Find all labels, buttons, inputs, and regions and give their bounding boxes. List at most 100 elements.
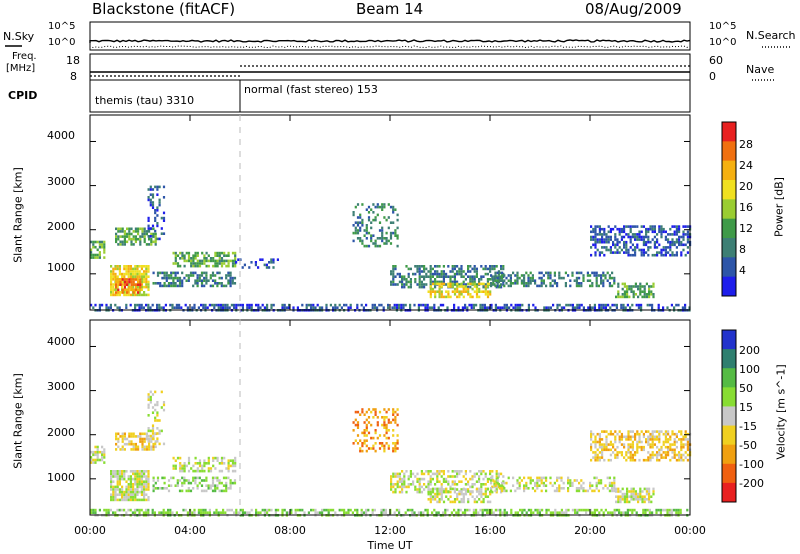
power-cell [216, 262, 219, 265]
velocity-cell [394, 442, 397, 445]
velocity-cell [192, 479, 195, 482]
power-cell [147, 265, 150, 268]
power-cell [112, 272, 115, 276]
velocity-cell [607, 432, 610, 436]
velocity-cell [394, 449, 397, 453]
velocity-cell [593, 489, 596, 493]
power-cell [438, 282, 441, 286]
nsearch-label: N.Search [746, 29, 796, 42]
velocity-cell [667, 445, 670, 449]
power-cell [615, 303, 618, 307]
power-cell [130, 237, 133, 241]
power-cell [156, 237, 159, 241]
power-cell [372, 234, 375, 237]
velocity-cell [495, 490, 498, 494]
velocity-cell [445, 480, 448, 483]
velocity-cell [110, 493, 113, 496]
velocity-cell [662, 508, 665, 512]
velocity-cell [567, 479, 570, 482]
power-cell [185, 279, 188, 282]
velocity-cell [235, 508, 238, 512]
velocity-cell [498, 484, 501, 487]
power-cell [607, 240, 610, 244]
power-cell [589, 284, 592, 288]
velocity-cell [194, 462, 197, 465]
velocity-cell [662, 440, 665, 444]
velocity-cell [214, 487, 217, 490]
power-cell [213, 306, 216, 309]
power-cell [449, 282, 452, 286]
power-cell [94, 256, 97, 259]
power-cell [658, 225, 661, 228]
power-cell [376, 306, 379, 309]
power-cell [154, 282, 157, 285]
velocity-cell [686, 438, 689, 441]
power-cell [414, 265, 417, 268]
power-cell [405, 265, 408, 268]
velocity-cell [446, 508, 449, 512]
power-cell [363, 234, 366, 237]
power-cell [222, 284, 226, 288]
velocity-cell [148, 448, 151, 451]
velocity-cell [636, 445, 639, 449]
power-cell [638, 235, 641, 239]
velocity-cell [592, 440, 595, 444]
power-cell [453, 306, 456, 309]
power-cell [482, 285, 485, 289]
power-cb-tick-16: 16 [739, 201, 753, 214]
velocity-cell [594, 440, 597, 444]
power-cell [204, 303, 207, 307]
power-cell [378, 244, 382, 248]
freq-label: Freq. [12, 51, 37, 62]
velocity-cell [648, 490, 651, 493]
power-cell [470, 306, 473, 309]
velocity-cell [198, 476, 201, 480]
power-cell [675, 251, 678, 254]
velocity-cell [227, 469, 230, 473]
velocity-cell [429, 470, 432, 473]
velocity-cell [500, 472, 503, 476]
velocity-cell [631, 443, 634, 446]
power-cell [490, 306, 493, 309]
power-cell [158, 201, 161, 204]
velocity-cell [394, 488, 397, 491]
power-cell [354, 221, 357, 224]
power-cell [445, 290, 448, 293]
power-cell [621, 295, 624, 299]
power-cell [611, 276, 614, 280]
power-cell [162, 185, 166, 189]
velocity-cell [387, 444, 390, 448]
power-cell [365, 208, 368, 211]
velocity-cell [158, 432, 161, 435]
power-cell [429, 285, 432, 288]
velocity-cell [434, 483, 437, 486]
power-cell [223, 259, 226, 263]
power-cell [502, 265, 505, 268]
velocity-cell [429, 477, 432, 481]
power-cell [390, 283, 393, 286]
power-cell [132, 278, 135, 281]
power-cell [488, 306, 491, 309]
power-cell [582, 306, 585, 309]
power-cell [161, 271, 164, 275]
velocity-cell [460, 490, 463, 493]
power-cell [620, 238, 623, 241]
velocity-cell [667, 438, 670, 441]
velocity-cell [669, 445, 672, 449]
power-cell [630, 287, 633, 291]
nsky-line [89, 39, 691, 43]
velocity-cell [385, 431, 388, 435]
power-cell [632, 290, 635, 293]
power-cell [205, 276, 208, 280]
power-cell [438, 293, 441, 296]
velocity-cell [642, 432, 645, 436]
velocity-cell [660, 430, 663, 433]
power-cell [325, 303, 328, 307]
power-cell [578, 276, 581, 280]
power-cell [423, 265, 426, 268]
power-cell [196, 276, 199, 280]
velocity-cell [129, 483, 132, 486]
power-cell [618, 230, 621, 234]
velocity-cell [392, 490, 395, 494]
velocity-cell [116, 472, 119, 476]
